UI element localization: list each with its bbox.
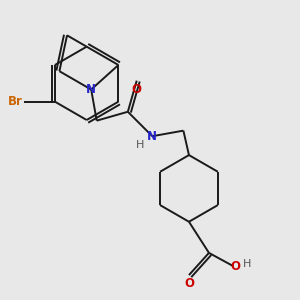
Text: H: H <box>136 140 144 150</box>
Text: O: O <box>231 260 241 273</box>
Text: Br: Br <box>8 95 22 108</box>
Text: N: N <box>147 130 157 143</box>
Text: O: O <box>132 83 142 96</box>
Text: N: N <box>86 83 96 96</box>
Text: H: H <box>242 259 251 269</box>
Text: O: O <box>184 278 194 290</box>
